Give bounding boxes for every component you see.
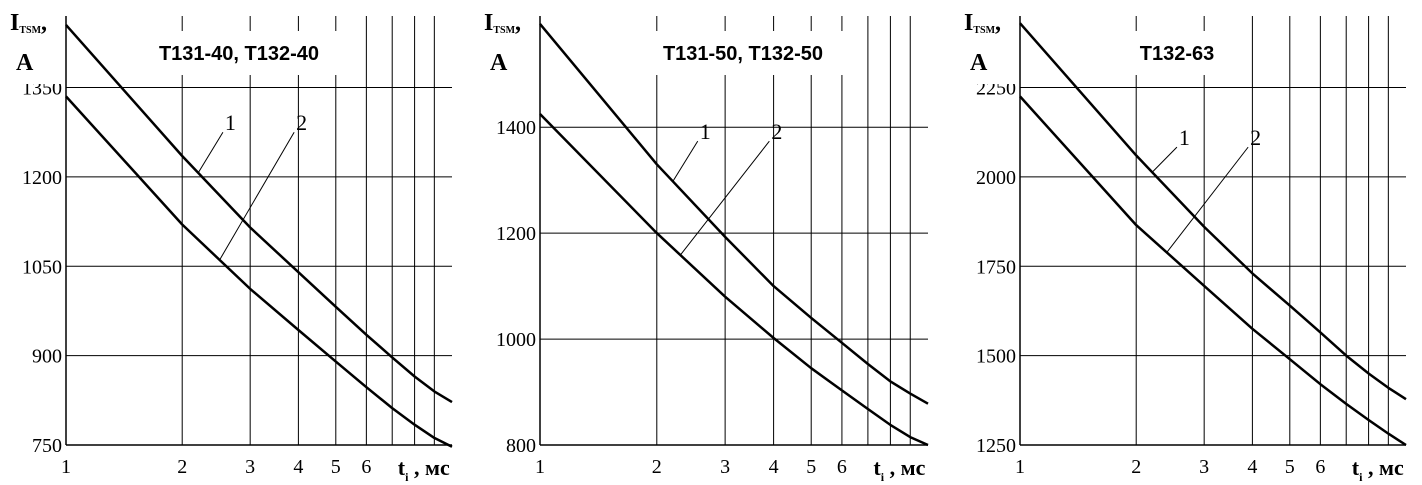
y-tick-label: 1400: [496, 117, 536, 139]
y-tick-label: 2000: [976, 167, 1016, 189]
series-1-line: [65, 24, 453, 404]
chart-panel-2: 800 1000 1200 1400 1 2 3 4 5 6 ti , мс ITSM, A 1 2 T131…: [480, 2, 929, 484]
annotation-leader: [672, 140, 699, 182]
chart-title: T131-40, T132-40: [159, 43, 319, 65]
x-axis-label: ti , мс: [398, 455, 450, 484]
curve-label-1: 1: [1179, 125, 1190, 150]
y-tick-label: 1200: [22, 167, 62, 189]
y-tick-label: 900: [32, 346, 62, 368]
y-axis-label: ITSM,: [484, 10, 521, 36]
curve-label-2: 2: [771, 119, 782, 144]
chart-title-bg: [624, 31, 862, 75]
annotation-leader: [219, 131, 295, 261]
annotation-leader: [1166, 146, 1249, 253]
chart-title: T132-63: [1140, 43, 1215, 65]
x-tick-label: 4: [293, 456, 303, 478]
y-axis-label: ITSM,: [964, 10, 1001, 36]
series-1-line: [1019, 22, 1407, 401]
x-tick-label: 5: [1285, 456, 1295, 478]
series-2-line: [1019, 95, 1407, 447]
series-2-line: [65, 95, 453, 448]
y-tick-label: 1200: [496, 223, 536, 245]
y-tick-label: 1250: [976, 435, 1016, 457]
x-tick-label: 5: [806, 456, 816, 478]
x-tick-label: 2: [177, 456, 187, 478]
series-2-line: [539, 113, 929, 447]
x-tick-label: 1: [535, 456, 545, 478]
x-tick-label: 2: [652, 456, 662, 478]
annotation-leader: [197, 131, 224, 174]
x-tick-label: 2: [1131, 456, 1141, 478]
y-axis-unit: A: [16, 50, 34, 76]
y-axis-unit: A: [490, 50, 508, 76]
x-tick-label: 4: [769, 456, 779, 478]
x-tick-label: 4: [1247, 456, 1257, 478]
chart-title-bg: [1103, 31, 1251, 75]
series-1-line: [539, 23, 929, 405]
x-tick-label: 3: [245, 456, 255, 478]
y-tick-label: 1500: [976, 346, 1016, 368]
x-axis-label: ti , мс: [873, 455, 925, 484]
y-axis-label: ITSM,: [10, 10, 47, 36]
curve-label-1: 1: [225, 110, 236, 135]
curve-label-1: 1: [700, 119, 711, 144]
y-tick-label: 1750: [976, 256, 1016, 278]
y-axis-label-bg: [960, 2, 1016, 84]
x-tick-label: 6: [361, 456, 371, 478]
y-tick-label: 1000: [496, 329, 536, 351]
curve-label-2: 2: [1250, 125, 1261, 150]
chart-title-bg: [122, 31, 356, 75]
x-tick-label: 1: [1015, 456, 1025, 478]
x-tick-label: 3: [720, 456, 730, 478]
y-axis-label-bg: [6, 2, 62, 84]
annotation-leader: [1151, 146, 1178, 173]
curve-label-2: 2: [296, 110, 307, 135]
y-tick-label: 800: [506, 435, 536, 457]
annotation-leader: [679, 140, 770, 256]
x-tick-label: 1: [61, 456, 71, 478]
x-tick-label: 6: [1315, 456, 1325, 478]
x-tick-label: 3: [1199, 456, 1209, 478]
x-axis-label: ti , мс: [1352, 455, 1404, 484]
x-tick-label: 5: [331, 456, 341, 478]
y-axis-label-bg: [480, 2, 536, 84]
x-tick-label: 6: [837, 456, 847, 478]
chart-title: T131-50, T132-50: [663, 43, 823, 65]
y-tick-label: 750: [32, 435, 62, 457]
y-axis-unit: A: [970, 50, 988, 76]
y-tick-label: 1050: [22, 256, 62, 278]
